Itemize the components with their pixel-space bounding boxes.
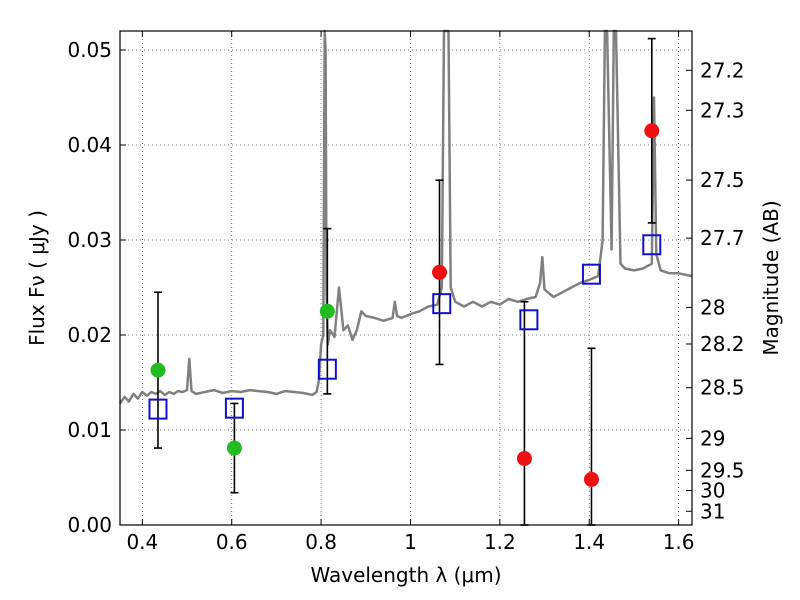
- magnitude-tick-label: 27.7: [700, 226, 745, 250]
- model-square-point: [317, 358, 337, 380]
- magnitude-tick-label: 28.5: [700, 376, 745, 400]
- red-data-point: [432, 264, 448, 280]
- marker-layer: [148, 123, 662, 487]
- model-square-point: [519, 309, 539, 331]
- x-tick-label: 1.2: [484, 530, 516, 554]
- magnitude-tick-label: 27.3: [700, 98, 745, 122]
- red-data-point: [516, 451, 532, 466]
- magnitude-tick-label: 30: [700, 479, 725, 503]
- spectrum-layer: [118, 29, 693, 405]
- magnitude-axis-label: Magnitude (AB): [759, 200, 783, 355]
- green-data-point: [319, 303, 335, 319]
- y-axis-label: Flux Fν ( μJy ): [25, 210, 49, 346]
- x-tick-label: 0.4: [126, 530, 158, 554]
- magnitude-tick-label: 29: [700, 426, 725, 450]
- y-tick-label: 0.02: [67, 323, 112, 347]
- y-tick-label: 0.03: [67, 228, 112, 252]
- y-tick-label: 0.05: [67, 38, 112, 62]
- model-square-point: [224, 397, 244, 419]
- x-tick-label: 0.8: [305, 530, 337, 554]
- model-square-point: [642, 234, 662, 256]
- model-square-point: [432, 293, 452, 315]
- magnitude-tick-label: 27.5: [700, 168, 745, 192]
- x-tick-label: 1.4: [573, 530, 605, 554]
- x-axis-label: Wavelength λ (μm): [310, 563, 501, 587]
- red-data-point: [644, 123, 660, 139]
- x-tick-label: 1: [404, 530, 417, 554]
- y-tick-label: 0.04: [67, 133, 112, 157]
- magnitude-tick-label: 28: [700, 295, 725, 319]
- model-square-point: [148, 398, 168, 420]
- spectrum-line: [118, 29, 693, 405]
- magnitude-tick-label: 29.5: [700, 458, 745, 482]
- magnitude-tick-label: 31: [700, 499, 725, 523]
- grid-lines: [120, 31, 692, 526]
- model-square-point: [581, 263, 601, 285]
- red-data-point: [583, 471, 599, 487]
- tick-layer: 0.4 0.6 0.8 1 1.2 1.4 1.6 0.00 0.01 0.02 0.03 0.04 0…: [67, 31, 745, 554]
- plot-frame: [119, 30, 693, 526]
- magnitude-tick-label: 27.2: [700, 58, 745, 82]
- magnitude-tick-label: 28.2: [700, 332, 745, 356]
- y-tick-label: 0.01: [67, 418, 112, 442]
- x-tick-label: 1.6: [663, 530, 695, 554]
- x-tick-label: 0.6: [216, 530, 248, 554]
- green-data-point: [150, 362, 166, 378]
- green-data-point: [226, 440, 242, 456]
- y-tick-label: 0.00: [67, 513, 112, 537]
